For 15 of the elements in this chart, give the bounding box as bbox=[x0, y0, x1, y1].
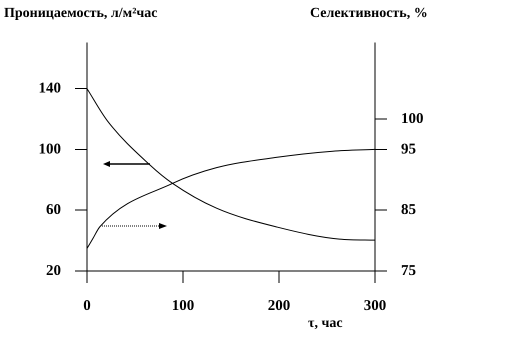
y2-tick-label: 75 bbox=[401, 262, 416, 279]
x-tick-label: 100 bbox=[172, 298, 194, 314]
y2-tick-label: 85 bbox=[401, 202, 416, 218]
y-tick-label: 60 bbox=[46, 202, 61, 218]
x-tick-label: 200 bbox=[268, 298, 290, 314]
x-axis-title: τ, час bbox=[308, 316, 343, 332]
y2-tick-label: 100 bbox=[401, 110, 424, 127]
y2-axis-title: Селективность, % bbox=[310, 6, 428, 22]
y-tick-label: 20 bbox=[46, 262, 61, 279]
y2-tick-label: 95 bbox=[401, 141, 416, 158]
y-tick-label: 140 bbox=[38, 80, 61, 96]
x-tick-label: 0 bbox=[83, 298, 91, 314]
x-tick-label: 300 bbox=[364, 298, 386, 314]
y-axis-title: Проницаемость, л/м²час bbox=[4, 6, 158, 22]
y-tick-label: 100 bbox=[38, 141, 61, 158]
